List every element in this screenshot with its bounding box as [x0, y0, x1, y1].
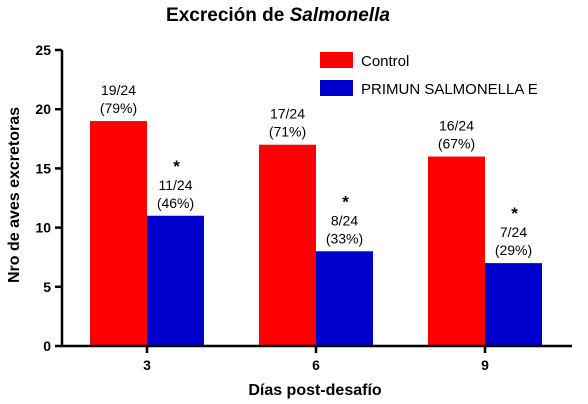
legend-label: Control — [361, 53, 409, 70]
bar-control-day-3 — [90, 121, 147, 346]
y-tick-label: 15 — [35, 160, 51, 176]
x-tick-label: 9 — [481, 357, 489, 373]
legend-label: PRIMUN SALMONELLA E — [361, 81, 538, 98]
data-label-count: 11/24 — [159, 177, 193, 193]
bar-control-day-6 — [259, 144, 316, 346]
significance-marker: * — [342, 192, 349, 211]
bar-primun-day-3 — [147, 215, 204, 346]
significance-marker: * — [173, 157, 180, 176]
x-axis-title: Días post-desafío — [248, 382, 382, 399]
legend: Control PRIMUN SALMONELLA E — [320, 52, 538, 98]
data-label-percent: (33%) — [326, 230, 363, 246]
y-tick-label: 25 — [35, 42, 51, 58]
x-tick-label: 3 — [143, 357, 151, 373]
data-label-percent: (71%) — [269, 124, 306, 140]
x-tick-label: 6 — [312, 357, 320, 373]
plot-area: 19/24 (79%) 11/24 (46%) * 17/24 (71%) 8/24 (33%)… — [35, 42, 572, 373]
significance-marker: * — [511, 204, 518, 223]
bar-control-day-9 — [428, 156, 485, 346]
legend-swatch — [320, 80, 353, 96]
data-label-count: 7/24 — [500, 224, 527, 240]
data-label-percent: (79%) — [100, 100, 137, 116]
legend-swatch — [320, 52, 353, 68]
data-label-percent: (29%) — [495, 242, 532, 258]
data-label-percent: (46%) — [157, 195, 194, 211]
y-tick-label: 10 — [35, 220, 51, 236]
y-axis-title: Nro de aves excretoras — [6, 107, 23, 283]
chart-title-italic: Salmonella — [290, 5, 391, 26]
data-label-percent: (67%) — [438, 136, 475, 152]
data-label-count: 17/24 — [270, 106, 305, 122]
data-label-count: 16/24 — [439, 118, 474, 134]
data-label-count: 8/24 — [331, 212, 358, 228]
y-tick-label: 5 — [43, 279, 51, 295]
bar-primun-day-6 — [316, 251, 373, 346]
bar-primun-day-9 — [485, 263, 542, 346]
chart-title: Excreción de Salmonella — [166, 5, 390, 26]
y-tick-label: 0 — [43, 338, 51, 354]
chart-title-plain: Excreción de — [166, 5, 290, 26]
data-label-count: 19/24 — [101, 82, 136, 98]
y-tick-label: 20 — [35, 101, 51, 117]
